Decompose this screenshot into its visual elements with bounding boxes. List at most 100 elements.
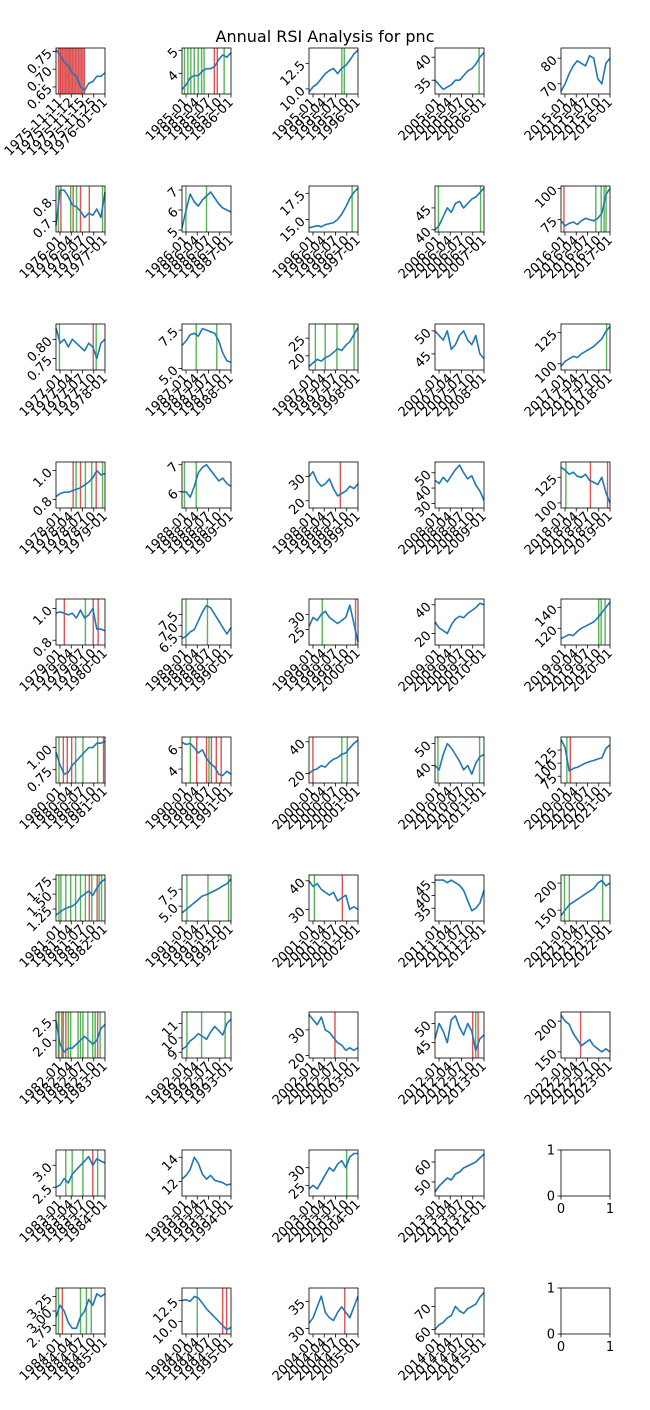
y-tick-label: 30 xyxy=(286,1025,308,1047)
axes-frame xyxy=(308,874,359,922)
price-line xyxy=(434,52,485,91)
price-line xyxy=(308,1152,358,1190)
price-line xyxy=(55,1293,106,1330)
y-tick-label: 12.5 xyxy=(278,58,309,89)
price-line xyxy=(181,1156,232,1186)
y-tick-label: 75 xyxy=(538,215,560,237)
axes-frame xyxy=(434,47,485,95)
y-tick-label: 40 xyxy=(412,761,434,783)
subplot-7-0: 2.52.01982-011982-041982-071982-101983-0… xyxy=(17,1011,111,1108)
subplot-2-0: 0.800.751977-011977-041977-071977-101978… xyxy=(17,323,111,420)
price-line xyxy=(55,1020,106,1053)
axes-frame xyxy=(308,461,359,509)
axes-frame xyxy=(434,1011,485,1059)
axes-frame xyxy=(55,47,106,95)
subplot-5-0: 1.000.751980-011980-041980-071980-101981… xyxy=(17,736,111,833)
axes-frame xyxy=(308,1149,359,1197)
price-line xyxy=(181,191,232,229)
subplot-3-0: 1.00.81978-011978-041978-071978-101979-0… xyxy=(17,461,111,558)
y-tick-label: 25 xyxy=(286,625,308,647)
price-line xyxy=(560,466,611,504)
axes-frame xyxy=(560,1149,611,1197)
y-tick-label: 5 xyxy=(165,45,181,61)
price-line xyxy=(181,52,232,90)
price-line xyxy=(308,470,359,497)
price-line xyxy=(308,604,359,643)
y-tick-label: 6 xyxy=(165,205,181,221)
y-tick-label: 40 xyxy=(412,52,434,74)
axes-frame xyxy=(308,1011,359,1059)
axes-frame xyxy=(181,1149,232,1197)
axes-frame xyxy=(55,1011,106,1059)
y-tick-label: 7.5 xyxy=(156,325,181,350)
axes-frame xyxy=(560,736,611,784)
subplot-1-2: 17.515.01996-011996-041996-071996-101997… xyxy=(270,185,364,282)
y-tick-label: 1 xyxy=(547,1144,555,1159)
axes-frame xyxy=(308,323,359,371)
price-line xyxy=(308,1014,359,1052)
subplot-9-4: 1 00 1 xyxy=(547,1282,614,1356)
x-tick-label: 0 xyxy=(557,1202,565,1217)
y-tick-label: 20 xyxy=(412,629,434,651)
chart-title: Annual RSI Analysis for pnc xyxy=(216,27,435,46)
x-tick-label: 1 xyxy=(606,1340,614,1355)
y-tick-label: 50 xyxy=(412,739,434,761)
price-line xyxy=(434,1292,485,1330)
price-line xyxy=(434,330,485,360)
price-line xyxy=(181,604,232,640)
y-tick-label: 40 xyxy=(286,737,308,759)
y-tick-label: 40 xyxy=(286,876,308,898)
axes-frame xyxy=(434,1149,485,1197)
y-tick-label: 30 xyxy=(286,905,308,927)
y-tick-label: 50 xyxy=(412,1177,434,1199)
x-tick-label: 0 xyxy=(557,1340,565,1355)
axes-frame xyxy=(308,736,359,784)
price-line xyxy=(182,463,232,499)
price-line xyxy=(181,1295,232,1331)
axes-frame xyxy=(560,323,611,371)
y-tick-label: 0 xyxy=(547,1190,555,1205)
axes-frame xyxy=(181,1011,232,1059)
price-line xyxy=(434,464,485,501)
subplot-2-1: 7.55.01987-011987-041987-071987-101988-0… xyxy=(143,323,237,420)
subplot-4-0: 1.00.81979-011979-041979-071979-101980-0… xyxy=(17,598,111,695)
subplot-0-2: 12.510.01995-011995-041995-071995-101996… xyxy=(270,47,364,144)
y-tick-label: 35 xyxy=(412,75,434,97)
price-line xyxy=(308,49,359,93)
price-line xyxy=(55,189,106,226)
y-tick-label: 45 xyxy=(412,349,434,371)
y-tick-label: 200 xyxy=(532,1016,560,1044)
y-tick-label: 14 xyxy=(159,1152,181,1174)
subplot-6-3: 4540352011-012011-042011-072011-102012-0… xyxy=(396,874,490,971)
axes-frame xyxy=(560,47,611,95)
price-line xyxy=(55,1155,106,1188)
price-line xyxy=(560,1014,611,1053)
price-line xyxy=(55,469,106,498)
y-tick-label: 125 xyxy=(532,472,560,500)
axes-frame xyxy=(560,461,611,509)
y-tick-label: 60 xyxy=(412,1157,434,1179)
price-line xyxy=(560,325,611,367)
y-tick-label: 17.5 xyxy=(278,188,309,219)
price-line xyxy=(55,607,106,632)
price-line xyxy=(434,1153,485,1193)
axes-frame xyxy=(308,598,359,646)
subplot-6-0: 1.751.501.251981-011981-041981-071981-10… xyxy=(17,874,111,971)
y-tick-label: 45 xyxy=(412,1038,434,1060)
y-tick-label: 1 xyxy=(547,1282,555,1297)
y-tick-label: 40 xyxy=(412,600,434,622)
subplot-2-4: 1251002017-012017-042017-072017-102018-0… xyxy=(522,323,616,420)
